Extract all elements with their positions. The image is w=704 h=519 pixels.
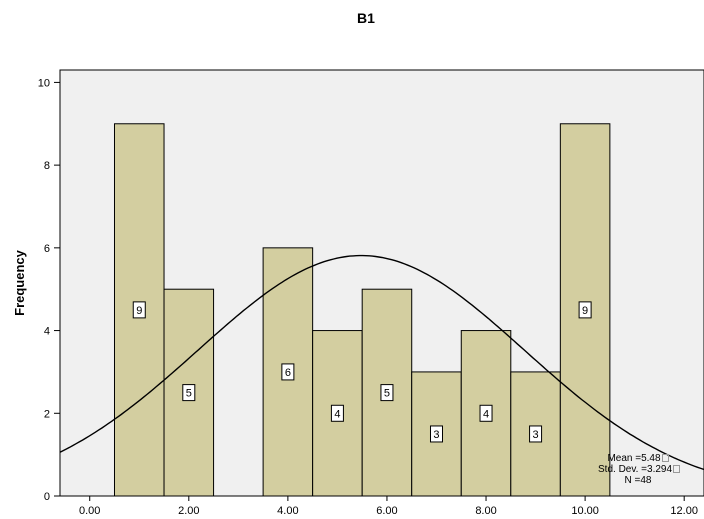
normal-curve (59, 254, 704, 471)
bar-value-label: 3 (429, 425, 443, 443)
bar-value-text: 3 (533, 429, 539, 441)
stats-std-dev-text: Std. Dev. =3.294 (598, 464, 673, 475)
y-tick-label: 6 (44, 243, 50, 255)
stats-std-dev: Std. Dev. =3.294 (598, 464, 681, 475)
placeholder-glyph-icon (673, 465, 681, 474)
y-tick-label: 10 (38, 77, 50, 89)
bar-value-label: 9 (578, 301, 592, 319)
bar-value-box (281, 363, 295, 381)
bar-value-label: 4 (330, 404, 344, 422)
bar-value-box (578, 301, 592, 319)
y-tick-label: 0 (44, 491, 50, 503)
bar-value-text: 4 (334, 408, 340, 420)
bar-value-text: 5 (186, 388, 192, 400)
x-axis: 0.00 2.00 4.00 6.00 8.00 10.00 12.00 (79, 496, 698, 517)
bar-value-box (429, 425, 443, 443)
x-tick-label: 8.00 (475, 505, 496, 517)
bar-value-box (380, 384, 394, 402)
bar-value-box (132, 301, 146, 319)
stats-n: N =48 (598, 475, 678, 486)
x-tick-label: 0.00 (79, 505, 100, 517)
bar-value-box (479, 404, 493, 422)
x-tick-label: 2.00 (178, 505, 199, 517)
bar-value-box (529, 425, 543, 443)
bar-value-label: 6 (281, 363, 295, 381)
bar-value-text: 5 (384, 388, 390, 400)
chart-title: B1 (357, 10, 375, 26)
stats-mean: Mean =5.48 (598, 453, 678, 464)
y-axis: 0 2 4 6 8 10 (38, 77, 60, 503)
bar-value-label: 5 (380, 384, 394, 402)
bar-value-box (330, 404, 344, 422)
stats-n-text: N =48 (624, 475, 652, 486)
y-tick-label: 2 (44, 408, 50, 420)
y-tick-label: 8 (44, 160, 50, 172)
bar-value-text: 6 (285, 367, 291, 379)
bar-value-label: 3 (529, 425, 543, 443)
bar-value-label: 5 (182, 384, 196, 402)
y-tick-label: 4 (44, 326, 50, 338)
bar-value-text: 9 (582, 305, 588, 317)
placeholder-glyph-icon (661, 454, 669, 463)
x-tick-label: 6.00 (376, 505, 397, 517)
y-axis-label: Frequency (12, 249, 27, 316)
x-tick-label: 12.00 (670, 505, 698, 517)
x-tick-label: 10.00 (571, 505, 599, 517)
bar-labels-group: 9 5 6 4 5 3 4 3 9 (132, 301, 592, 443)
bar-value-text: 9 (136, 305, 142, 317)
x-tick-label: 4.00 (277, 505, 298, 517)
stats-mean-text: Mean =5.48 (607, 453, 661, 464)
stats-legend: Mean =5.48 Std. Dev. =3.294 N =48 (598, 453, 681, 486)
bar-value-label: 9 (132, 301, 146, 319)
bar-value-box (182, 384, 196, 402)
bar-value-text: 4 (483, 408, 489, 420)
bar-value-label: 4 (479, 404, 493, 422)
bar-value-text: 3 (433, 429, 439, 441)
